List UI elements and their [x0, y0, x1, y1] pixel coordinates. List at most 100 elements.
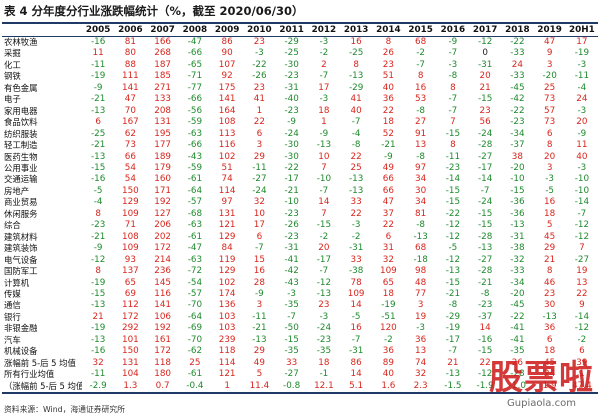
value-cell: 36: [382, 346, 394, 357]
value-cell: -24: [316, 323, 332, 334]
value-cell: 108: [121, 231, 139, 242]
value-cell: -3: [577, 105, 587, 116]
industry-label: 家用电器: [4, 105, 38, 116]
table-title: 表 4 分年度分行业涨跌幅统计（%，截至 2020/06/30）: [4, 4, 304, 18]
value-cell: -19: [90, 71, 106, 82]
value-cell: -31: [284, 243, 299, 254]
value-cell: -68: [187, 208, 203, 219]
value-cell: -59: [187, 117, 203, 128]
table-row: 医药生物 -13 66 189 -43 102 29 -30 10 22 -9 -8 -11 -27 38 2…: [2, 152, 598, 163]
value-cell: 34: [415, 197, 427, 208]
value-cell: -12: [574, 220, 590, 231]
value-cell: 81: [124, 37, 136, 47]
value-cell: 16: [415, 82, 427, 93]
value-cell: -14: [574, 311, 590, 322]
value-cell: -10: [316, 174, 332, 185]
value-cell: -15: [90, 162, 106, 173]
table-row: 纺织服装 -25 62 195 -63 113 6 -24 -9 -4 52 91 -15 -24 -34 6…: [2, 129, 598, 140]
value-cell: -13: [510, 220, 525, 231]
value-cell: -12: [445, 220, 461, 231]
value-cell: 8: [353, 59, 359, 70]
value-cell: -57: [187, 197, 203, 208]
value-cell: -13: [348, 71, 364, 82]
header-cell-year: 2018: [501, 22, 534, 37]
value-cell: 93: [124, 254, 136, 265]
value-cell: -25: [284, 48, 299, 59]
value-cell: 88: [124, 59, 136, 70]
value-cell: 107: [218, 59, 236, 70]
value-cell: 0: [482, 48, 488, 59]
table-row: 电气设备 -12 93 214 -63 119 15 -41 -17 33 32 -18 -12 -27 -…: [2, 255, 598, 266]
value-cell: 2: [321, 59, 327, 70]
value-cell: -15: [445, 128, 461, 139]
value-cell: 116: [218, 140, 236, 151]
value-cell: -10: [574, 185, 590, 196]
value-cell: 174: [218, 288, 236, 299]
value-cell: 86: [350, 357, 362, 368]
industry-label: 食品饮料: [4, 117, 38, 128]
industry-label: 纺织服装: [4, 128, 38, 139]
value-cell: 1.3: [114, 380, 147, 395]
value-cell: -31: [348, 346, 364, 357]
value-cell: -24: [252, 185, 267, 196]
value-cell: 70: [124, 105, 136, 116]
value-cell: -21: [90, 94, 106, 105]
value-cell: 37: [382, 208, 394, 219]
value-cell: -13: [90, 300, 106, 311]
value-cell: 175: [218, 82, 236, 93]
value-cell: -42: [284, 266, 299, 277]
table-row: 通信 -13 112 141 -70 136 3 -35 23 14 -19 3 -8 -23 -45 30 9: [2, 300, 598, 311]
value-cell: 46: [544, 277, 556, 288]
value-cell: -1: [319, 369, 329, 380]
value-cell: 13: [415, 346, 427, 357]
value-cell: 25: [350, 162, 362, 173]
value-cell: -17: [284, 174, 299, 185]
industry-label: 化工: [4, 59, 21, 70]
value-cell: -23: [284, 231, 299, 242]
value-cell: -10: [284, 197, 299, 208]
header-cell-year: 2014: [372, 22, 405, 37]
value-cell: -12: [316, 277, 332, 288]
value-cell: 73: [124, 140, 136, 151]
value-cell: 51: [221, 162, 233, 173]
value-cell: 31: [382, 243, 394, 254]
value-cell: -5: [93, 185, 103, 196]
value-cell: 12.1: [307, 380, 340, 395]
value-cell: -70: [187, 300, 203, 311]
header-cell-year: 2011: [275, 22, 308, 37]
value-cell: 56: [479, 117, 491, 128]
value-cell: 0.7: [146, 380, 179, 395]
value-cell: 118: [154, 357, 172, 368]
value-cell: 8: [95, 208, 101, 219]
value-cell: -65: [187, 59, 203, 70]
value-cell: 34: [415, 174, 427, 185]
value-cell: 54: [124, 174, 136, 185]
value-cell: -14: [445, 174, 461, 185]
value-cell: 1: [579, 369, 585, 380]
header-row: 2005 2006 2007 2008 2009 2010 2011 2012 2013 2014…: [2, 22, 598, 37]
value-cell: -30: [284, 59, 299, 70]
value-cell: 98: [415, 266, 427, 277]
value-cell: -14: [477, 174, 493, 185]
table-row: 机械设备 -16 150 172 -62 118 29 -35 -35 -31 36 13 -7 -15 -…: [2, 346, 598, 357]
value-cell: 7: [450, 117, 456, 128]
value-cell: 129: [218, 266, 236, 277]
value-cell: -36: [510, 197, 525, 208]
header-cell-year: 2008: [178, 22, 211, 37]
value-cell: -12: [574, 231, 590, 242]
value-cell: -71: [187, 71, 203, 82]
value-cell: 177: [154, 140, 172, 151]
value-cell: -8: [351, 140, 361, 151]
value-cell: 32: [415, 369, 427, 380]
value-cell: 136: [218, 300, 236, 311]
industry-label: 建筑材料: [4, 231, 38, 242]
value-cell: 114: [218, 357, 236, 368]
value-cell: 6: [256, 128, 263, 139]
value-cell: 192: [154, 197, 172, 208]
value-cell: -34: [510, 277, 525, 288]
value-cell: 145: [154, 277, 172, 288]
value-cell: 47: [382, 197, 394, 208]
value-cell: 112: [121, 300, 139, 311]
value-cell: 66: [382, 185, 394, 196]
value-cell: -35: [316, 346, 332, 357]
